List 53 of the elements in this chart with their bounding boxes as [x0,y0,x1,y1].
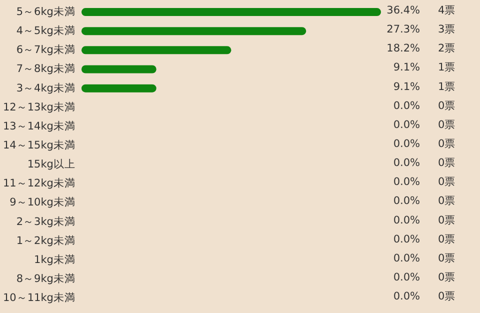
y-tick-label: 11～12kg未満 [3,176,76,190]
data-label: 18.2% [386,42,420,55]
data-label: 0.0% [393,176,420,188]
y-tick-label: 15kg以上 [27,158,76,171]
data-label: 0.0% [393,233,420,246]
text: 0票 [438,233,456,246]
bar [81,8,381,16]
y-tick-label: 1kg未満 [34,252,76,266]
data-label: 0.0% [393,157,420,170]
bar [81,46,232,54]
data-label: 9.1% [393,80,420,93]
text: 1票 [438,80,456,93]
data-label: 9.1% [393,62,420,74]
data-label: 0.0% [393,118,420,131]
text: 0票 [438,290,456,303]
y-tick-label: 13～14kg未満 [3,119,76,132]
data-label: 0.0% [393,290,420,303]
y-tick-label: 12～13kg未満 [3,100,76,114]
data-label: 0.0% [393,214,420,226]
text: 3票 [438,24,456,36]
data-label: 27.3% [386,24,420,36]
y-tick-label: 9～10kg未満 [10,196,76,209]
text: 4票 [438,4,456,17]
y-tick-label: 7～8kg未満 [16,62,76,76]
text: 2票 [438,42,456,55]
text: 0票 [438,176,456,188]
y-tick-label: 2～3kg未満 [16,214,76,228]
y-tick-label: 8～9kg未満 [16,272,76,286]
text: 0票 [438,272,456,284]
data-label: 36.4% [386,4,420,17]
bar [81,27,306,36]
y-tick-label: 3～4kg未満 [16,81,76,94]
bar [81,65,156,74]
text: 0票 [438,138,456,150]
y-tick-label: 14～15kg未満 [3,138,76,152]
text: 0票 [438,100,456,112]
text: 0票 [438,195,456,208]
data-label: 0.0% [393,272,420,284]
y-tick-label: 6～7kg未満 [16,43,76,56]
text: 0票 [438,214,456,226]
y-tick-label: 4～5kg未満 [16,24,76,38]
data-label: 0.0% [393,195,420,208]
y-tick-label: 10～11kg未満 [3,291,76,304]
data-label: 0.0% [393,252,420,264]
y-tick-label: 5～6kg未満 [16,5,76,18]
y-tick-label: 1～2kg未満 [16,234,76,247]
bar [81,84,156,92]
text: 1票 [438,62,456,74]
text: 0票 [438,252,456,264]
data-label: 0.0% [393,100,420,112]
text: 0票 [438,118,456,131]
text: 0票 [438,157,456,170]
data-label: 0.0% [393,138,420,150]
